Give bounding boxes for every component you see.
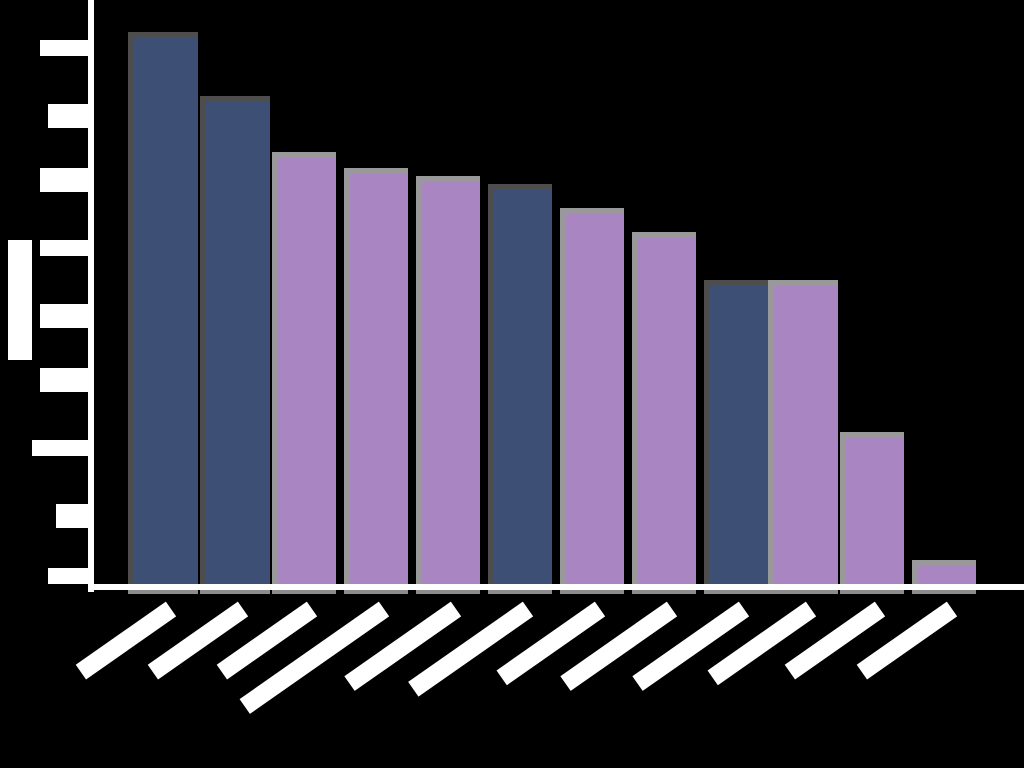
y-tick-label: [tick] bbox=[40, 240, 88, 256]
bar-base-marker bbox=[632, 590, 696, 594]
bar bbox=[632, 232, 696, 586]
y-tick-label: [tick] bbox=[40, 368, 88, 392]
y-tick-label: [tick] bbox=[32, 440, 88, 456]
bar-base-marker bbox=[416, 590, 480, 594]
y-tick-label: [tick] bbox=[40, 168, 88, 192]
bar-base-marker bbox=[912, 590, 976, 594]
y-tick-label: [tick] bbox=[48, 104, 88, 128]
y-tick-label: [tick] bbox=[40, 40, 88, 56]
bar-base-marker bbox=[128, 590, 198, 594]
bar-base-marker bbox=[704, 590, 768, 594]
bar bbox=[840, 432, 904, 586]
y-tick-label: [tick] bbox=[56, 504, 88, 528]
y-tick-label: [tick] bbox=[48, 568, 88, 584]
y-axis bbox=[88, 0, 94, 592]
bar bbox=[344, 168, 408, 586]
bar bbox=[912, 560, 976, 586]
x-tick-label: [label 6] bbox=[408, 601, 534, 697]
y-axis-label: [obscured] bbox=[8, 240, 32, 360]
x-axis bbox=[88, 584, 1024, 590]
bar bbox=[128, 32, 198, 586]
bar-base-marker bbox=[768, 590, 838, 594]
bar bbox=[704, 280, 768, 586]
bar bbox=[416, 176, 480, 586]
bar bbox=[488, 184, 552, 586]
bar-base-marker bbox=[488, 590, 552, 594]
bar-base-marker bbox=[840, 590, 904, 594]
bar bbox=[272, 152, 336, 586]
x-tick-label: [label 4] bbox=[239, 601, 390, 714]
bar bbox=[200, 96, 270, 586]
bar bbox=[768, 280, 838, 586]
bar-base-marker bbox=[200, 590, 270, 594]
bar-base-marker bbox=[344, 590, 408, 594]
bar-base-marker bbox=[272, 590, 336, 594]
y-tick-label: [tick] bbox=[40, 304, 88, 328]
bar-base-marker bbox=[560, 590, 624, 594]
bar bbox=[560, 208, 624, 586]
